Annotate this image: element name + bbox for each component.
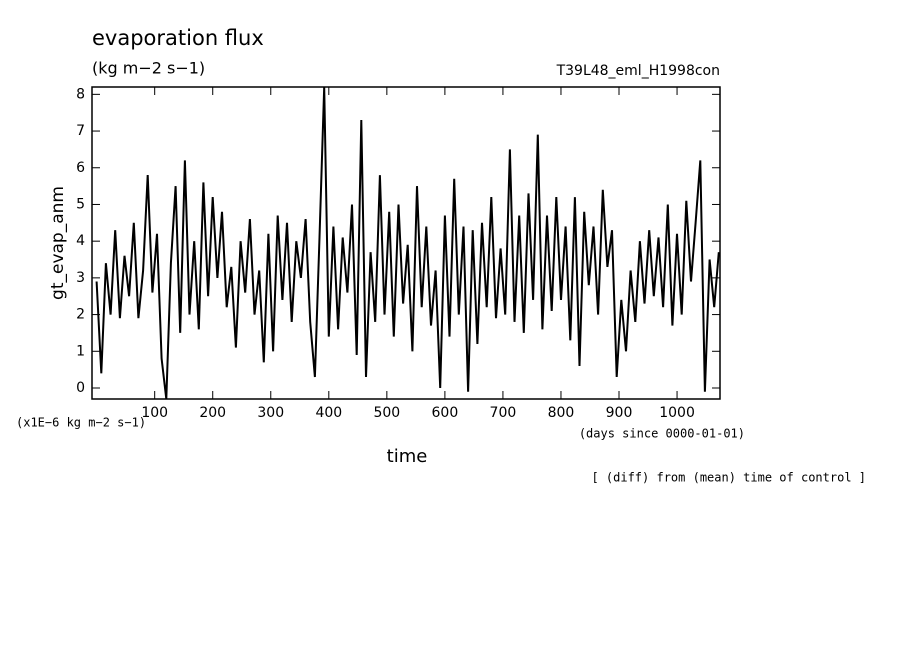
y-tick-label: 6: [76, 160, 85, 176]
x-tick-label: 900: [606, 405, 633, 421]
y-tick-label: 3: [76, 270, 85, 286]
x-tick-label: 1000: [659, 405, 695, 421]
chart-title: evaporation flux: [92, 26, 264, 50]
x-tick-label: 800: [548, 405, 575, 421]
y-tick-label: 4: [76, 233, 85, 249]
run-label: T39L48_eml_H1998con: [556, 63, 720, 79]
x-tick-label: 600: [432, 405, 459, 421]
y-tick-label: 8: [76, 86, 85, 102]
x-tick-label: 700: [490, 405, 517, 421]
x-tick-label: 100: [141, 405, 168, 421]
x-tick-label: 500: [373, 405, 400, 421]
plot-frame: [91, 86, 721, 400]
y-unit-label: (x1E−6 kg m−2 s−1): [16, 416, 146, 430]
y-tick-label: 7: [76, 123, 85, 139]
y-tick-label: 5: [76, 196, 85, 212]
note: [ (diff) from (mean) time of control ]: [591, 471, 866, 485]
x-unit-label: (days since 0000-01-01): [579, 427, 745, 441]
y-tick-label: 0: [76, 380, 85, 396]
y-tick-label: 2: [76, 307, 85, 323]
data-line: [95, 87, 720, 399]
x-tick-label: 200: [199, 405, 226, 421]
x-axis-label: time: [387, 446, 428, 467]
y-tick-label: 1: [76, 343, 85, 359]
y-axis-label: gt_evap_anm: [48, 186, 68, 300]
x-tick-label: 400: [315, 405, 342, 421]
x-tick-label: 300: [257, 405, 284, 421]
chart-subtitle: (kg m−2 s−1): [92, 59, 205, 78]
